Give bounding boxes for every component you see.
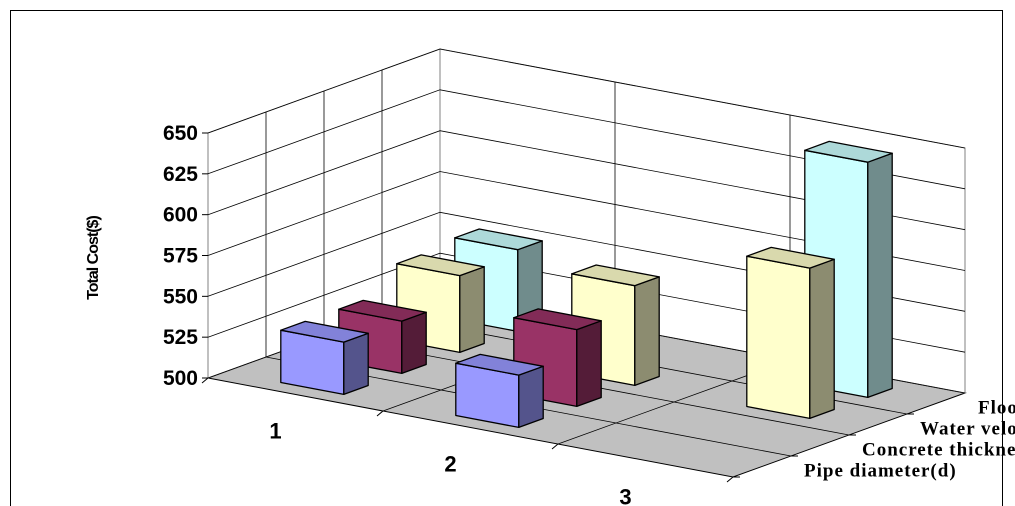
series-axis-label: Floor finish(t) [978,398,1015,419]
bar-side [401,311,427,375]
bar-top [396,254,485,277]
bar-1-1 [280,320,369,396]
series-axis-label: Water velocity(u) [920,419,1015,440]
x-category-label: 1 [269,419,281,444]
x-tick-mark [376,410,384,417]
bar-side [809,258,835,420]
bar-top [746,246,835,269]
bar-top [454,228,543,251]
bar-side [634,276,660,387]
series-axis-label: Pipe diameter(d) [804,461,957,482]
bar-side [576,320,602,408]
bar-3-3 [746,246,835,420]
bar-side [867,152,893,399]
y-tick-label: 525 [163,326,198,349]
y-tick-label: 650 [163,122,198,145]
y-axis-title: Total Cost($) [85,216,102,300]
x-tick-mark [726,476,734,483]
bar-top [338,299,427,322]
bar-top [280,320,369,343]
bar-side [459,266,485,354]
x-tick-mark [201,377,209,384]
bar-front [746,255,811,420]
y-tick-label: 550 [163,285,198,308]
bar-top [513,308,602,331]
bar-top [804,140,893,163]
bar-top [455,353,544,376]
y-tick-label: 600 [163,204,198,227]
bar-side [518,365,544,429]
bar-side [343,332,369,396]
bar-1-2 [455,353,544,429]
bar-3-1 [396,254,485,354]
x-category-label: 3 [619,485,631,506]
chart-bars [280,140,893,429]
x-tick-mark [551,443,559,450]
x-category-label: 2 [444,452,456,477]
chart-labels: 500 525 550 575 600 625 650 1 2 3 Pipe diameter(d)… [85,122,1015,506]
y-tick-label: 625 [163,163,198,186]
bar-top [571,264,660,287]
series-axis-label: Concrete thickness(h) [862,440,1015,461]
y-tick-label: 500 [163,367,198,390]
y-tick-label: 575 [163,245,198,268]
